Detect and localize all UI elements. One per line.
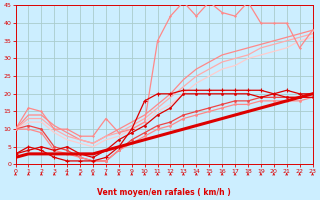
X-axis label: Vent moyen/en rafales ( km/h ): Vent moyen/en rafales ( km/h ) — [97, 188, 231, 197]
